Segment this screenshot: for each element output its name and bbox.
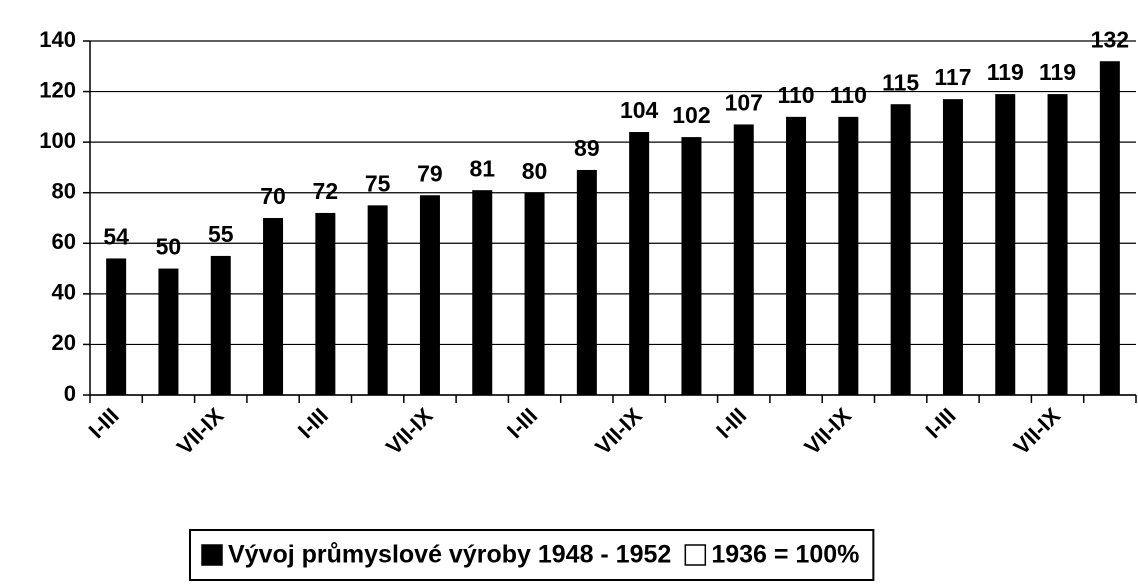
y-tick-label: 20	[52, 330, 76, 355]
value-label: 104	[620, 97, 659, 123]
x-tick-label: VII-IX	[1009, 403, 1066, 460]
x-tick-label: VII-IX	[590, 403, 647, 460]
y-tick-label: 40	[52, 280, 76, 305]
value-label: 89	[574, 135, 600, 161]
value-label: 115	[882, 69, 919, 95]
legend: Vývoj průmyslové výroby 1948 - 1952 1936 …	[189, 529, 875, 581]
value-label: 107	[725, 90, 763, 116]
value-label: 50	[156, 234, 182, 260]
value-label: 80	[522, 158, 548, 184]
x-tick-label: VII-IX	[381, 403, 438, 460]
y-tick-label: 60	[52, 229, 76, 254]
bar	[263, 218, 284, 395]
bar	[838, 116, 859, 395]
bar	[472, 190, 493, 395]
value-label: 79	[417, 160, 443, 186]
value-label: 119	[1039, 59, 1076, 85]
y-tick-label: 100	[39, 128, 76, 153]
bar	[733, 124, 754, 395]
bar	[629, 132, 650, 395]
x-tick-label: I-III	[920, 403, 960, 443]
bar	[210, 255, 231, 395]
legend-box	[189, 529, 875, 581]
value-label: 72	[313, 178, 339, 204]
bar	[942, 99, 963, 396]
bar	[995, 94, 1016, 395]
legend-swatch	[201, 544, 223, 566]
x-tick-label: VII-IX	[799, 403, 856, 460]
y-tick-label: 0	[64, 381, 76, 406]
value-label: 102	[672, 102, 710, 128]
value-label: 55	[208, 221, 234, 247]
y-tick-label: 120	[39, 77, 76, 102]
value-label: 119	[987, 59, 1024, 85]
legend-swatch	[684, 544, 707, 566]
y-tick-label: 80	[52, 179, 76, 204]
bar	[1047, 94, 1068, 395]
bar	[1099, 61, 1120, 395]
x-tick-label: VII-IX	[172, 403, 229, 460]
bar	[890, 104, 911, 395]
bar	[524, 192, 545, 395]
x-tick-label: I-III	[711, 403, 751, 443]
x-tick-label: I-III	[502, 403, 542, 443]
value-label: 132	[1091, 26, 1129, 52]
value-label: 110	[830, 82, 867, 108]
bar	[367, 205, 388, 395]
x-tick-label: I-III	[84, 403, 124, 443]
value-label: 70	[260, 183, 286, 209]
value-label: 81	[469, 155, 495, 181]
bar	[158, 268, 179, 395]
x-tick-label: I-III	[293, 403, 333, 443]
value-label: 110	[777, 82, 814, 108]
bar	[576, 169, 597, 395]
value-label: 117	[934, 64, 971, 90]
legend-label: Vývoj průmyslové výroby 1948 - 1952	[228, 541, 671, 569]
bar	[315, 212, 336, 395]
bar	[681, 137, 702, 396]
legend-label: 1936 = 100%	[711, 541, 859, 569]
bar	[106, 258, 127, 395]
value-label: 75	[365, 170, 391, 196]
value-label: 54	[103, 224, 129, 250]
y-tick-label: 140	[39, 27, 76, 52]
bar	[419, 195, 440, 395]
bar	[786, 116, 807, 395]
